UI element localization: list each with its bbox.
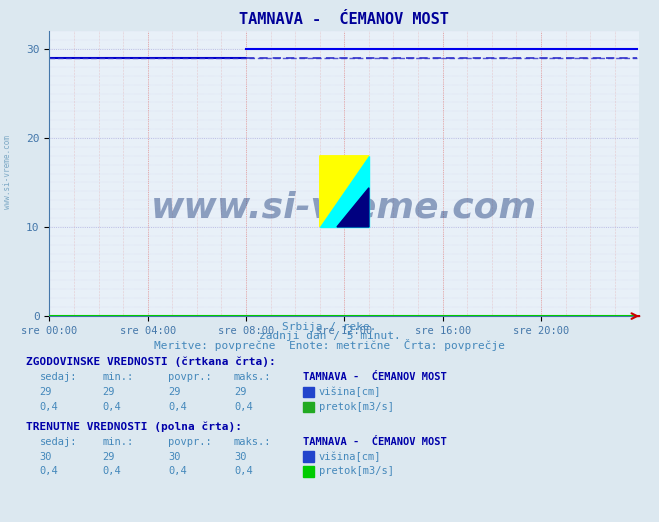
Text: povpr.:: povpr.:: [168, 372, 212, 382]
Text: 0,4: 0,4: [102, 402, 121, 412]
Text: min.:: min.:: [102, 437, 133, 447]
Text: 0,4: 0,4: [168, 402, 186, 412]
Text: 0,4: 0,4: [234, 467, 252, 477]
Text: povpr.:: povpr.:: [168, 437, 212, 447]
Text: www.si-vreme.com: www.si-vreme.com: [3, 135, 13, 209]
Text: pretok[m3/s]: pretok[m3/s]: [319, 402, 394, 412]
Text: 0,4: 0,4: [102, 467, 121, 477]
Polygon shape: [320, 156, 369, 227]
Text: 0,4: 0,4: [168, 467, 186, 477]
Text: Srbija / reke.: Srbija / reke.: [282, 322, 377, 332]
Text: 0,4: 0,4: [40, 467, 58, 477]
Text: 29: 29: [40, 387, 52, 397]
Polygon shape: [337, 188, 369, 227]
Text: ZGODOVINSKE VREDNOSTI (črtkana črta):: ZGODOVINSKE VREDNOSTI (črtkana črta):: [26, 357, 276, 367]
Text: sedaj:: sedaj:: [40, 437, 77, 447]
Text: 30: 30: [168, 452, 181, 461]
Text: 29: 29: [102, 387, 115, 397]
Polygon shape: [320, 156, 369, 227]
Text: www.si-vreme.com: www.si-vreme.com: [152, 191, 537, 224]
Text: pretok[m3/s]: pretok[m3/s]: [319, 467, 394, 477]
Text: 29: 29: [168, 387, 181, 397]
Text: 29: 29: [234, 387, 246, 397]
Title: TAMNAVA -  ĆEMANOV MOST: TAMNAVA - ĆEMANOV MOST: [239, 13, 449, 27]
Text: zadnji dan / 5 minut.: zadnji dan / 5 minut.: [258, 331, 401, 341]
Text: maks.:: maks.:: [234, 437, 272, 447]
Text: Meritve: povprečne  Enote: metrične  Črta: povprečje: Meritve: povprečne Enote: metrične Črta:…: [154, 339, 505, 351]
Text: 29: 29: [102, 452, 115, 461]
Text: TAMNAVA -  ĆEMANOV MOST: TAMNAVA - ĆEMANOV MOST: [303, 372, 447, 382]
Text: 30: 30: [40, 452, 52, 461]
Text: višina[cm]: višina[cm]: [319, 451, 382, 461]
Text: min.:: min.:: [102, 372, 133, 382]
Text: TRENUTNE VREDNOSTI (polna črta):: TRENUTNE VREDNOSTI (polna črta):: [26, 421, 243, 432]
Text: 30: 30: [234, 452, 246, 461]
Text: 0,4: 0,4: [234, 402, 252, 412]
Text: maks.:: maks.:: [234, 372, 272, 382]
Text: 0,4: 0,4: [40, 402, 58, 412]
Text: višina[cm]: višina[cm]: [319, 387, 382, 397]
Text: sedaj:: sedaj:: [40, 372, 77, 382]
Text: TAMNAVA -  ĆEMANOV MOST: TAMNAVA - ĆEMANOV MOST: [303, 437, 447, 447]
